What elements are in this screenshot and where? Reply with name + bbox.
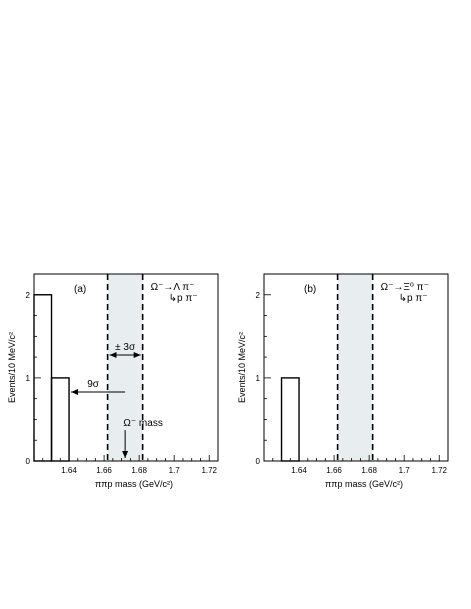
y-tick-label: 2 [26, 291, 31, 300]
y-axis-title: Events/10 MeV/c² [237, 332, 247, 403]
signal-window-band [337, 274, 373, 461]
x-axis-title: ππp mass (GeV/c²) [325, 479, 403, 489]
signal-window-band [107, 274, 143, 461]
y-tick-label: 1 [256, 374, 261, 383]
x-tick-label: 1.64 [291, 466, 307, 475]
histogram-bar [280, 377, 300, 462]
reaction-label: Ω⁻→Λ π⁻ [151, 282, 195, 293]
decay-label: ↳p π⁻ [169, 293, 198, 304]
y-tick-label: 0 [256, 457, 261, 466]
x-tick-label: 1.7 [169, 466, 181, 475]
y-tick-label: 1 [26, 374, 31, 383]
x-axis-title: ππp mass (GeV/c²) [95, 479, 173, 489]
x-tick-label: 1.66 [326, 466, 342, 475]
reaction-label: Ω⁻→Ξ⁰ π⁻ [381, 282, 429, 293]
plot-frame [263, 273, 449, 462]
x-tick-label: 1.72 [201, 466, 217, 475]
x-tick-label: 1.72 [431, 466, 447, 475]
y-tick-label: 0 [26, 457, 31, 466]
y-axis-title: Events/10 MeV/c² [7, 332, 17, 403]
y-tick-label: 2 [256, 291, 261, 300]
distance-label: 9σ [87, 379, 100, 390]
panel-b: 1.64 1.66 1.68 1.7 1.72 0 1 2 ππp mass (GeV/c²) E… [237, 273, 449, 489]
panel-label: (a) [74, 284, 86, 295]
x-tick-label: 1.68 [361, 466, 377, 475]
histogram-bar [50, 377, 70, 462]
panel-label: (b) [304, 284, 316, 295]
x-tick-label: 1.64 [61, 466, 77, 475]
x-tick-label: 1.7 [399, 466, 411, 475]
x-tick-label: 1.66 [96, 466, 112, 475]
omega-mass-label: Ω⁻ mass [123, 418, 162, 429]
plot-frame [33, 273, 219, 462]
decay-label: ↳p π⁻ [399, 293, 428, 304]
x-tick-label: 1.68 [131, 466, 147, 475]
window-width-label: ± 3σ [115, 342, 136, 353]
panel-a: 1.64 1.66 1.68 1.7 1.72 0 1 2 ππp mass (GeV/c²) E… [7, 273, 219, 489]
